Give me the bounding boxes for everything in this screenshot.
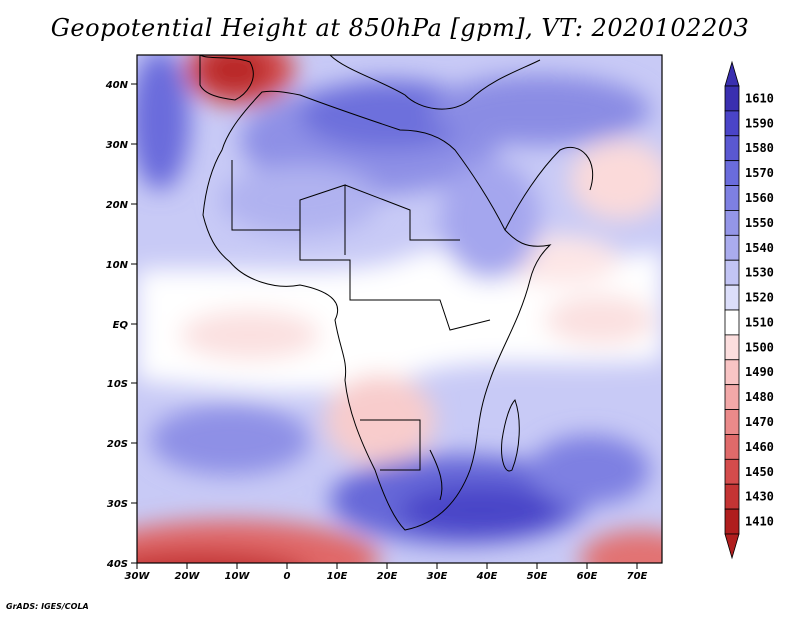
colorbar-label: 1550 <box>745 216 774 230</box>
map-frame <box>136 54 663 564</box>
colorbar-swatch <box>724 409 740 435</box>
axis-ticks <box>131 83 638 569</box>
lat-label: 40S <box>106 559 128 570</box>
lat-label: 10S <box>107 379 128 390</box>
colorbar-label: 1500 <box>745 340 774 354</box>
lon-label: 30E <box>427 571 448 582</box>
map-title: Geopotential Height at 850hPa [gpm], VT:… <box>50 14 750 42</box>
lat-label: 40N <box>105 80 129 91</box>
colorbar-swatch <box>724 434 740 460</box>
colorbar-swatch <box>724 458 740 485</box>
colorbar-label: 1490 <box>745 365 774 379</box>
lon-label: 0 <box>284 571 291 582</box>
colorbar-swatch <box>724 508 740 535</box>
colorbar-label: 1580 <box>745 141 774 155</box>
latitude-labels: 40N 30N 20N 10N EQ 10S 20S 30S 40S <box>105 80 129 570</box>
lon-label: 60E <box>577 571 598 582</box>
colorbar-label: 1460 <box>745 440 774 454</box>
colorbar-label: 1430 <box>745 490 774 504</box>
colorbar-swatch <box>724 284 740 311</box>
colorbar-label: 1480 <box>745 390 774 404</box>
lat-label: 30S <box>107 499 128 510</box>
colorbar-label: 1410 <box>745 515 774 529</box>
colorbar-label: 1470 <box>745 415 774 429</box>
lon-label: 40E <box>476 571 498 582</box>
colorbar-label: 1450 <box>745 465 774 479</box>
lat-label: 10N <box>106 260 129 271</box>
grads-credit: GrADS: IGES/COLA <box>6 602 89 611</box>
lon-label: 50E <box>527 571 548 582</box>
colorbar-label: 1540 <box>745 241 774 255</box>
colorbar-label: 1590 <box>745 116 774 130</box>
colorbar-swatch <box>724 135 740 162</box>
colorbar-bottom-arrow <box>724 533 740 560</box>
lat-label: 30N <box>106 140 129 151</box>
lon-label: 10E <box>327 571 348 582</box>
colorbar-swatch <box>724 384 740 410</box>
colorbar-swatch <box>724 359 740 386</box>
colorbar-label: 1570 <box>745 166 774 180</box>
lon-label: 10W <box>225 571 251 582</box>
colorbar-label: 1560 <box>745 191 774 205</box>
color-bar: 1610 1590 1580 1570 1560 1550 1540 1530 1520 1510… <box>724 60 774 560</box>
lat-label: 20S <box>107 439 128 450</box>
colorbar-top-arrow <box>724 60 740 87</box>
coastlines <box>199 55 594 531</box>
colorbar-swatch <box>724 185 740 211</box>
colorbar-swatch <box>724 259 740 286</box>
colorbar-swatch <box>724 110 740 137</box>
colorbar-label: 1520 <box>745 291 774 305</box>
height-field <box>137 55 662 563</box>
colorbar-swatch <box>724 334 740 361</box>
lat-label: EQ <box>113 320 129 331</box>
colorbar-swatch <box>724 85 740 112</box>
colorbar-swatch <box>724 309 740 336</box>
lon-label: 20W <box>175 571 201 582</box>
colorbar-swatch <box>724 234 740 261</box>
lon-label: 70E <box>627 571 648 582</box>
lon-label: 20E <box>377 571 398 582</box>
lat-label: 20N <box>106 200 129 211</box>
colorbar-label: 1530 <box>745 266 774 280</box>
colorbar-label: 1510 <box>745 315 774 329</box>
lon-label: 30W <box>125 571 151 582</box>
colorbar-swatch <box>724 483 740 510</box>
colorbar-label: 1610 <box>745 91 774 105</box>
longitude-labels: 30W 20W 10W 0 10E 20E 30E 40E 50E 60E 70… <box>125 571 648 582</box>
colorbar-swatch <box>724 160 740 186</box>
colorbar-swatch <box>724 210 740 236</box>
